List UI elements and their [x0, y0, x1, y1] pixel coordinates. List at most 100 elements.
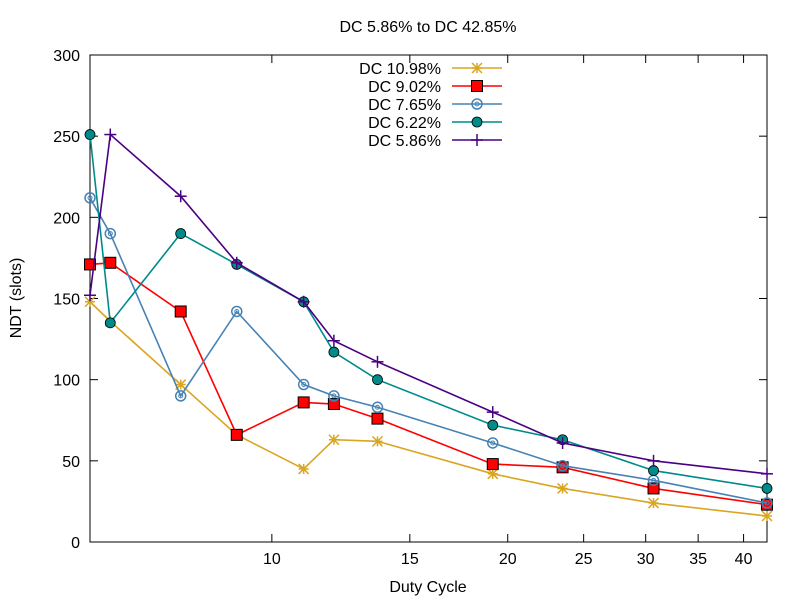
data-point-marker [231, 305, 243, 318]
data-point-marker [556, 459, 569, 472]
data-point-marker [761, 510, 773, 522]
series-plus [84, 128, 773, 480]
data-point-marker [175, 228, 187, 239]
y-tick-label: 150 [53, 292, 80, 309]
data-point-marker [84, 258, 96, 271]
marker-circle [471, 116, 483, 128]
data-point-marker [104, 128, 117, 141]
marker-circle [84, 192, 96, 204]
series-filled-circle [84, 129, 773, 494]
data-point-marker [174, 305, 187, 318]
x-tick-label: 30 [637, 551, 655, 568]
x-tick-label: 10 [263, 551, 281, 568]
marker-square [371, 412, 384, 425]
series-line [89, 134, 768, 490]
marker-stroke [761, 510, 773, 522]
marker-circle-inner [374, 404, 380, 410]
data-point-marker [104, 227, 117, 240]
data-point-marker [486, 406, 499, 419]
data-point-marker [487, 437, 499, 449]
x-axis-title: Duty Cycle [389, 579, 466, 596]
data-point-marker [557, 482, 569, 494]
data-point-marker [174, 390, 187, 402]
data-point-marker [230, 428, 243, 441]
series-layer [84, 128, 773, 522]
data-point-marker [84, 192, 96, 204]
marker-stroke [371, 435, 384, 447]
series-star [84, 296, 773, 522]
marker-stroke [328, 434, 340, 446]
marker-square [230, 428, 243, 441]
data-point-marker [328, 434, 340, 446]
marker-circle-inner [301, 382, 307, 388]
data-point-marker [761, 467, 773, 480]
marker-circle-inner [178, 393, 184, 399]
marker-circle [556, 459, 569, 472]
marker-circle [761, 483, 773, 494]
y-tick-label: 250 [53, 129, 80, 146]
legend-label: DC 7.65% [368, 97, 441, 114]
data-point-marker [371, 401, 384, 414]
marker-circle [487, 437, 499, 449]
y-axis-title: NDT (slots) [8, 258, 25, 339]
marker-circle [648, 465, 659, 476]
data-point-marker [487, 468, 499, 480]
data-point-marker [84, 289, 96, 302]
x-tick-label: 25 [575, 551, 593, 568]
data-point-marker [471, 116, 483, 128]
legend: DC 10.98%DC 9.02%DC 7.65%DC 6.22%DC 5.86… [359, 61, 502, 150]
data-point-marker [104, 317, 116, 329]
marker-square [297, 396, 310, 409]
data-point-marker [230, 256, 243, 269]
marker-circle [372, 374, 383, 386]
legend-label: DC 6.22% [368, 115, 441, 132]
x-tick-label: 35 [689, 551, 707, 568]
y-tick-label: 100 [53, 373, 80, 390]
marker-circle-inner [87, 195, 93, 201]
y-tick-label: 300 [53, 48, 80, 65]
marker-stroke [648, 497, 660, 509]
marker-circle [761, 497, 773, 509]
legend-label: DC 10.98% [359, 61, 441, 78]
data-point-marker [648, 465, 659, 476]
series-line [89, 197, 768, 504]
data-point-marker [298, 463, 310, 475]
legend-label: DC 5.86% [368, 133, 441, 150]
marker-circle-inner [560, 463, 566, 469]
data-point-marker [174, 190, 187, 203]
y-tick-label: 50 [62, 454, 80, 471]
x-tick-label: 40 [735, 551, 753, 568]
data-point-marker [471, 80, 483, 92]
data-point-marker [327, 398, 340, 411]
marker-circle [231, 305, 243, 318]
marker-circle-inner [651, 477, 657, 483]
data-point-marker [104, 256, 117, 269]
marker-circle-inner [474, 101, 480, 107]
data-point-marker [471, 134, 483, 146]
y-tick-label: 200 [53, 210, 80, 227]
data-point-marker [647, 454, 660, 467]
data-point-marker [372, 374, 383, 386]
data-point-marker [328, 346, 340, 358]
marker-square [84, 258, 96, 271]
marker-circle [371, 401, 384, 414]
data-point-marker [647, 482, 660, 495]
data-point-marker [487, 419, 499, 431]
marker-circle [487, 419, 499, 431]
x-tick-label: 20 [499, 551, 517, 568]
data-point-marker [761, 483, 773, 494]
marker-circle [471, 98, 483, 110]
axis-ticks: 0 50 100 150 200 250 300 10 15 20 25 30 35 40 [53, 48, 767, 568]
marker-circle [104, 317, 116, 329]
marker-stroke [298, 463, 310, 475]
marker-circle [175, 228, 187, 239]
marker-square [647, 482, 660, 495]
y-tick-label: 0 [71, 535, 80, 552]
data-point-marker [328, 390, 340, 402]
marker-stroke [471, 62, 483, 74]
data-point-marker [471, 62, 483, 74]
marker-circle [104, 227, 117, 240]
marker-square [104, 256, 117, 269]
x-tick-label: 15 [401, 551, 419, 568]
